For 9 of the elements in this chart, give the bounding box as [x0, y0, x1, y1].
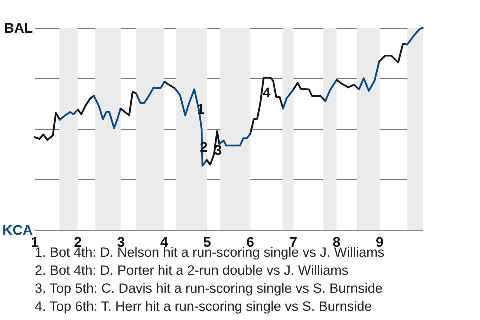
x-tick-label: 5	[204, 234, 212, 250]
annotation: 4	[263, 84, 272, 101]
text: 3. Top 5th: C. Davis hit a run-scoring single vs S. Burnside	[35, 280, 384, 298]
text: 4. Top 6th: T. Herr hit a run-scoring single vs S. Burnside	[35, 298, 374, 316]
text: 2. Bot 4th: D. Porter hit a 2-run double vs J. Williams	[35, 262, 350, 280]
text: BAL	[4, 20, 34, 36]
text: KCA	[2, 222, 33, 238]
x-tick-label: 9	[376, 234, 384, 250]
x-tick-label: 6	[246, 234, 255, 250]
